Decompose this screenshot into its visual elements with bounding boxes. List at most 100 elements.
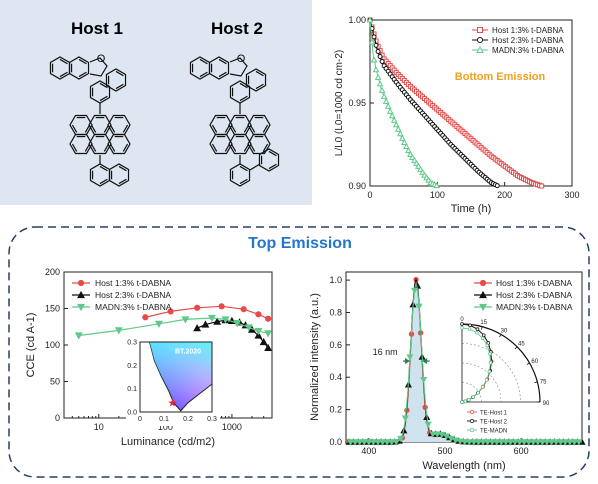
cce-data-marker [74,332,83,340]
polar-series-line [461,327,491,403]
polar-data-marker [488,352,492,356]
double-bond [122,143,129,152]
polar-data-marker [480,385,485,389]
spectrum-x-axis-label: Wavelength (nm) [422,460,505,472]
cce-data-marker [254,328,263,336]
polar-angle-tick-label: 75 [540,379,547,385]
lifetime-data-marker [368,38,376,45]
polar-inset: 0 15 30 45 60 75 90 TE-Host 1 TE-Host 2 TE-MADN [458,314,558,435]
spectrum-data-marker [392,439,400,446]
lifetime-legend-label: Host 1:3% t-DABNA [492,26,564,35]
anthracene-ring-d [69,133,93,155]
lifetime-data-marker [370,56,378,63]
double-bond [218,71,227,78]
spectrum-y-tick-label: 0.4 [329,372,342,382]
polar-angle-tick-label: 0 [460,317,464,323]
spectrum-data-marker [406,354,414,361]
polar-data-marker [487,369,492,374]
spectrum-data-marker [374,439,382,446]
double-bond [255,70,264,77]
spectrum-data-marker [388,439,396,446]
lifetime-legend-marker [477,37,483,43]
double-bond [262,124,269,133]
spectrum-data-marker [442,433,451,440]
double-bond [78,58,87,65]
benzofuran-ring [105,68,127,92]
spectrum-data-marker [401,415,409,422]
lifetime-data-marker [392,121,400,128]
spectrum-data-marker [575,439,583,446]
host2-label: Host 2 [211,19,263,38]
bottom-emission-annotation: Bottom Emission [455,71,546,83]
spectrum-y-tick-label: 0.0 [329,437,342,447]
polar-data-marker [460,400,464,404]
lifetime-data-marker [388,112,396,119]
spectrum-data-marker [474,439,483,446]
cie-bt2020-label: BT.2020 [175,349,201,356]
spectrum-y-axis-label: Normalized intensity (a.u.) [309,293,321,421]
polar-data-marker [460,326,464,330]
spectrum-data-marker [369,439,377,446]
spectrum-x-tick-label: 500 [437,446,452,456]
cie-y-tick-label: 0.0 [127,410,137,417]
double-bond [249,143,256,152]
cce-data-marker [207,314,216,323]
spectrum-data-marker [561,439,569,446]
cce-data-marker [193,324,202,332]
fwhm-arrowhead-right [422,358,428,365]
bond [249,163,261,171]
spectrum-data-marker [378,439,387,446]
spectrum-data-marker [557,439,565,446]
lifetime-legend-label: MADN:3% t-DABNA [492,46,565,55]
double-bond [59,58,68,65]
host1-molecule: O [49,53,131,187]
double-bond [115,70,124,77]
polar-data-marker [480,336,485,341]
oxygen-atom-label: O [237,53,246,65]
lifetime-data-marker [403,142,410,149]
double-bond [224,143,231,152]
double-bond [109,143,116,152]
spectrum-legend-marker [479,290,487,299]
double-bond [103,143,110,152]
host-structures-panel: Host 1 Host 2 O O [0,0,312,205]
polar-data-marker [460,322,464,326]
double-bond [71,124,78,133]
spectrum-data-marker [351,439,359,446]
cce-data-marker [255,311,262,318]
spectrum-data-marker [452,437,460,444]
host2-molecule: O [189,53,280,187]
double-bond [211,124,218,133]
cce-series-line [78,317,269,337]
spectrum-data-marker [548,439,556,446]
lifetime-data-marker [390,116,398,123]
lifetime-data-marker [366,16,374,23]
spectrum-legend-label: MADN:3% t-DABNA [496,302,573,312]
anthracene-ring-e [228,133,252,155]
double-bond [118,178,127,185]
double-bond [99,82,108,89]
double-bond [243,143,250,152]
lifetime-data-marker [380,92,388,99]
cce-data-marker [259,337,268,346]
lifetime-legend-marker [476,45,484,53]
biphenyl-ring-b [258,148,280,172]
polar-data-marker [485,343,489,348]
cce-legend-label: MADN:3% t-DABNA [95,302,172,312]
polar-data-marker [471,395,475,399]
double-bond [118,165,127,172]
polar-data-marker [474,330,479,335]
double-bond [211,143,218,152]
double-bond [243,124,250,133]
double-bond [122,124,129,133]
lifetime-data-marker [400,138,408,146]
spectrum-data-marker [506,439,514,446]
cce-data-marker [233,320,242,328]
furan-ring [229,57,248,77]
spectrum-data-marker [356,439,364,446]
spectrum-data-marker [429,431,437,438]
lifetime-data-marker [378,86,386,93]
spectrum-data-marker [534,439,542,446]
lifetime-data-marker [396,130,404,137]
